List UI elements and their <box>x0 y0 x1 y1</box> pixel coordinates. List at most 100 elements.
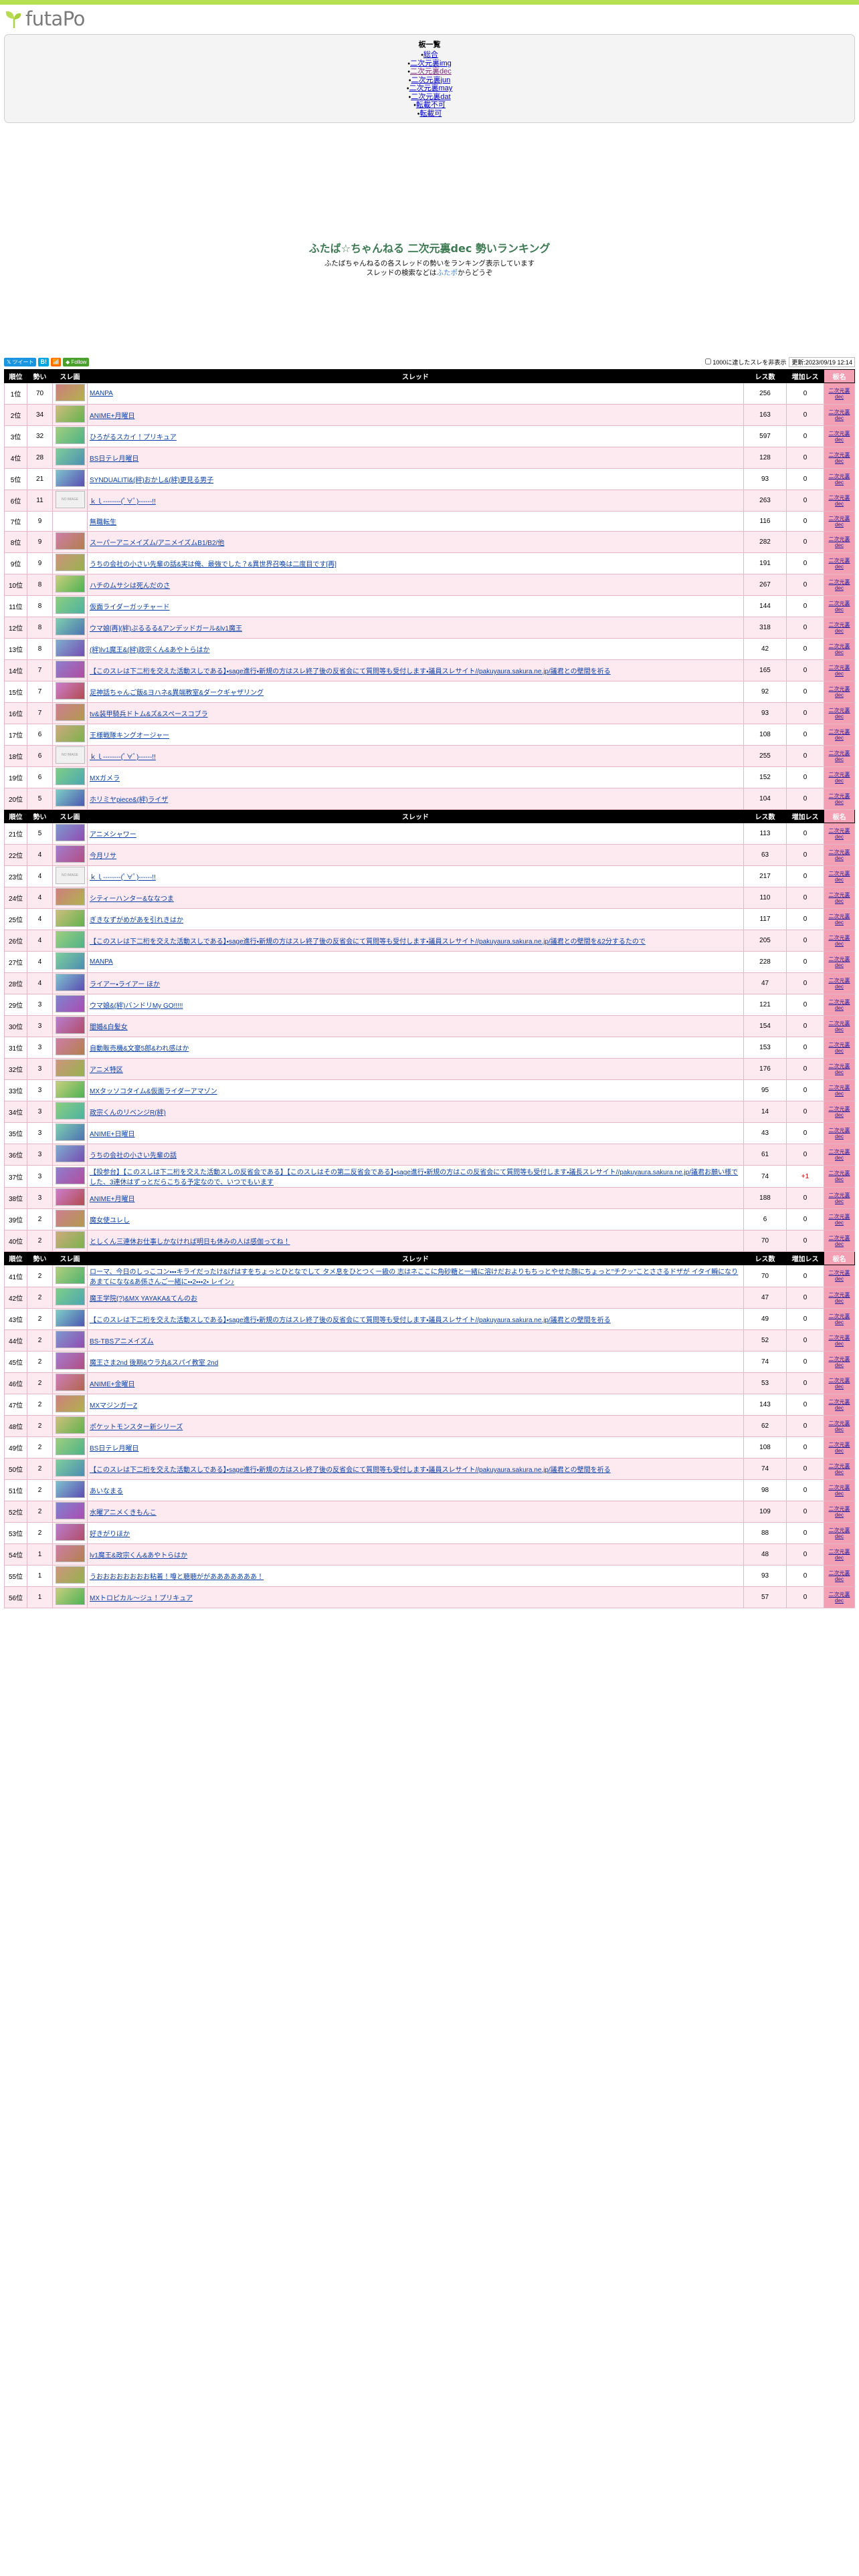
board-name-link[interactable]: 二次元裏dec <box>828 1377 850 1390</box>
board-link-2[interactable]: 二次元裏dec <box>410 68 452 76</box>
thread-link[interactable]: 闇婚&白髪女 <box>90 1024 128 1031</box>
board-name-link[interactable]: 二次元裏dec <box>828 956 850 968</box>
no-image-icon[interactable] <box>55 867 85 884</box>
thread-link[interactable]: アニメ特区 <box>90 1067 123 1074</box>
board-name-link[interactable]: 二次元裏dec <box>828 685 850 698</box>
thread-thumbnail-image[interactable] <box>55 1566 85 1584</box>
board-link-5[interactable]: 二次元裏dat <box>411 92 451 101</box>
board-name-link[interactable]: 二次元裏dec <box>828 1591 850 1604</box>
thread-thumbnail-image[interactable] <box>55 1166 85 1184</box>
twitter-share-button[interactable]: 𝕏 ツイート <box>4 357 37 366</box>
thread-link[interactable]: ハチのムサシは死んだのさ <box>90 582 170 590</box>
thread-link[interactable]: SYNDUALITl&(絆)おかし&(絆)更見る男子 <box>90 477 214 484</box>
thread-thumbnail-image[interactable] <box>55 845 85 863</box>
thread-thumbnail-image[interactable] <box>55 1459 85 1477</box>
board-name-link[interactable]: 二次元裏dec <box>828 750 850 762</box>
thread-link[interactable]: 【このスレは下二桁を交えた活動スしである】・sage進行・新規の方はスレ終了後の… <box>90 1467 611 1474</box>
thread-thumbnail-image[interactable] <box>55 1502 85 1519</box>
thread-link[interactable]: スーパーアニメイズム/アニメイズムB1/B2/他 <box>90 540 225 547</box>
thread-link[interactable]: ウマ娘[再](絆)ぷるるる&アンデッドガール&lv1魔王 <box>90 625 242 633</box>
board-name-link[interactable]: 二次元裏dec <box>828 913 850 926</box>
board-link-4[interactable]: 二次元裏may <box>409 84 453 92</box>
thread-link[interactable]: ANIME+日曜日 <box>90 1131 135 1138</box>
thread-thumbnail-image[interactable] <box>55 1352 85 1370</box>
thread-thumbnail-image[interactable] <box>55 1059 85 1077</box>
thread-thumbnail-image[interactable] <box>55 995 85 1012</box>
thread-thumbnail-image[interactable] <box>55 682 85 700</box>
thread-thumbnail-image[interactable] <box>55 768 85 785</box>
board-name-link[interactable]: 二次元裏dec <box>828 1463 850 1475</box>
board-link-1[interactable]: 二次元裏img <box>410 59 452 68</box>
board-name-link[interactable]: 二次元裏dec <box>828 1270 850 1282</box>
thread-link[interactable]: ANIME+月曜日 <box>90 1196 135 1203</box>
thread-link[interactable]: 魔女使ユレし <box>90 1217 130 1224</box>
board-name-link[interactable]: 二次元裏dec <box>828 934 850 947</box>
thread-link[interactable]: MXガメラ <box>90 775 120 782</box>
thread-thumbnail-image[interactable] <box>55 618 85 635</box>
thread-link[interactable]: 仮面ライダーガッチャード <box>90 604 170 611</box>
board-name-link[interactable]: 二次元裏dec <box>828 1213 850 1226</box>
board-name-link[interactable]: 二次元裏dec <box>828 1170 850 1182</box>
thread-link[interactable]: 政宗くんのリベンジR(絆) <box>90 1109 166 1117</box>
thread-thumbnail-image[interactable] <box>55 405 85 423</box>
hide-1000-checkbox[interactable] <box>704 358 711 364</box>
thread-link[interactable]: 無職転生 <box>90 519 116 526</box>
thread-thumbnail-image[interactable] <box>55 952 85 970</box>
thread-thumbnail-image[interactable] <box>55 1438 85 1455</box>
board-name-link[interactable]: 二次元裏dec <box>828 1127 850 1140</box>
thread-link[interactable]: あいなまる <box>90 1488 123 1495</box>
board-name-link[interactable]: 二次元裏dec <box>828 1398 850 1411</box>
thread-thumbnail-image[interactable] <box>55 1374 85 1391</box>
thread-link[interactable]: ひろがるスカイ！プリキュア <box>90 434 177 441</box>
rss-icon-button[interactable]: 📶 <box>50 357 62 366</box>
thread-thumbnail-image[interactable] <box>55 704 85 721</box>
thread-link[interactable]: ポケットモンスター新シリーズ <box>90 1424 183 1431</box>
no-image-icon[interactable] <box>55 491 85 508</box>
board-name-link[interactable]: 二次元裏dec <box>828 728 850 741</box>
board-name-link[interactable]: 二次元裏dec <box>828 1291 850 1304</box>
board-name-link[interactable]: 二次元裏dec <box>828 387 850 400</box>
board-name-link[interactable]: 二次元裏dec <box>828 771 850 784</box>
thread-thumbnail-image[interactable] <box>55 1188 85 1206</box>
thread-link[interactable]: 魔王さま2nd 後期&ウラ丸&スパイ教室 2nd <box>90 1360 219 1367</box>
thread-thumbnail-image[interactable] <box>55 1416 85 1434</box>
board-name-link[interactable]: 二次元裏dec <box>828 1484 850 1497</box>
futapo-link[interactable]: ふたポ <box>436 269 458 277</box>
thread-thumbnail-image[interactable] <box>55 931 85 948</box>
thread-thumbnail-image[interactable] <box>55 1288 85 1305</box>
thread-thumbnail-image[interactable] <box>55 469 85 487</box>
board-name-link[interactable]: 二次元裏dec <box>828 473 850 486</box>
board-name-link[interactable]: 二次元裏dec <box>828 1105 850 1118</box>
thread-thumbnail-image[interactable] <box>55 384 85 401</box>
thread-link[interactable]: 【このスレは下二桁を交えた活動スしである】・sage進行・新規の方はスレ終了後の… <box>90 1317 611 1324</box>
board-name-link[interactable]: 二次元裏dec <box>828 998 850 1011</box>
thread-link[interactable]: MXトロピカル～ジュ！プリキュア <box>90 1595 193 1602</box>
thread-thumbnail-image[interactable] <box>55 1231 85 1249</box>
board-name-link[interactable]: 二次元裏dec <box>828 578 850 591</box>
thread-link[interactable]: 【このスレは下二桁を交えた活動スしである】・sage進行・新規の方はスレ終了後の… <box>90 938 646 946</box>
board-name-link[interactable]: 二次元裏dec <box>828 1192 850 1204</box>
thread-link[interactable]: lv1魔王&政宗くん&あやトらはか <box>90 1552 188 1560</box>
board-name-link[interactable]: 二次元裏dec <box>828 1441 850 1454</box>
thread-link[interactable]: アニメシャワー <box>90 831 136 839</box>
thread-thumbnail-image[interactable] <box>55 1081 85 1098</box>
board-link-6[interactable]: 転載不可 <box>415 101 446 109</box>
thread-thumbnail-image[interactable] <box>55 427 85 444</box>
thread-link[interactable]: 【このスレは下二桁を交えた活動スしである】・sage進行・新規の方はスレ終了後の… <box>90 668 611 675</box>
board-name-link[interactable]: 二次元裏dec <box>828 1084 850 1097</box>
thread-link[interactable]: シティーハンター&ななつま <box>90 895 174 903</box>
thread-link[interactable]: 今月リサ <box>90 853 116 860</box>
board-name-link[interactable]: 二次元裏dec <box>828 536 850 548</box>
thread-link[interactable]: MANPA <box>90 390 113 397</box>
thread-link[interactable]: 【投参台】【このスしは下二桁を交えた活動スしの反省会である】【このスしはその第二… <box>90 1169 738 1186</box>
thread-thumbnail-image[interactable] <box>55 725 85 742</box>
thread-thumbnail-image[interactable] <box>55 1266 85 1284</box>
board-name-link[interactable]: 二次元裏dec <box>828 977 850 990</box>
thread-thumbnail-image[interactable] <box>55 1481 85 1498</box>
hatena-bookmark-button[interactable]: B! <box>38 357 49 366</box>
board-name-link[interactable]: 二次元裏dec <box>828 827 850 840</box>
board-name-link[interactable]: 二次元裏dec <box>828 643 850 655</box>
board-name-link[interactable]: 二次元裏dec <box>828 451 850 464</box>
thread-link[interactable]: ｋｌ--------(ﾟ∀ﾟ)------!! <box>90 498 156 506</box>
thread-link[interactable]: MANPA <box>90 958 113 966</box>
